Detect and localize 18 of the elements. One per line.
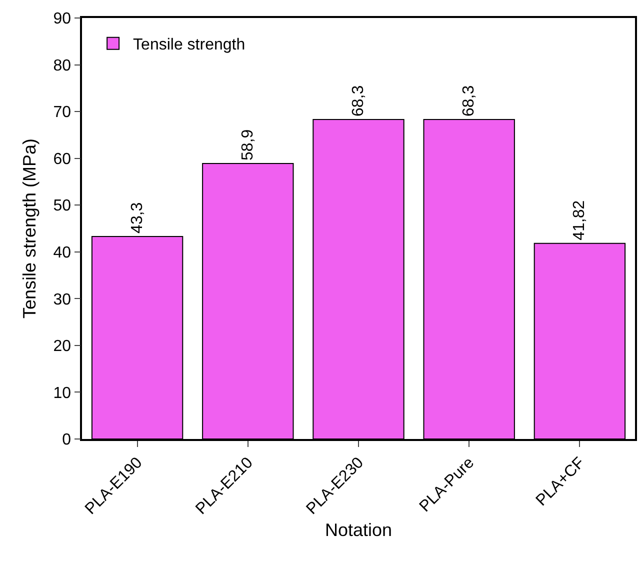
y-axis-title: Tensile strength (MPa) bbox=[20, 138, 40, 319]
data-label: 68,3 bbox=[350, 85, 367, 117]
y-tick-label: 70 bbox=[53, 104, 72, 122]
data-label: 43,3 bbox=[128, 202, 146, 234]
data-label: 58,9 bbox=[239, 129, 256, 160]
data-label: 41,82 bbox=[571, 200, 588, 240]
y-tick-label: 60 bbox=[53, 150, 72, 168]
y-tick-label: 80 bbox=[53, 57, 72, 74]
data-label: 68,3 bbox=[460, 85, 478, 117]
y-tick-label: 90 bbox=[53, 10, 72, 28]
y-tick-label: 10 bbox=[53, 384, 72, 402]
y-tick-label: 30 bbox=[53, 291, 72, 308]
y-tick-label: 20 bbox=[53, 338, 72, 356]
y-tick-label: 50 bbox=[53, 198, 72, 215]
y-tick-label: 0 bbox=[62, 432, 72, 449]
y-tick-label: 40 bbox=[53, 244, 72, 262]
x-axis-title: Notation bbox=[324, 520, 392, 540]
legend-label: Tensile strength bbox=[133, 36, 246, 54]
